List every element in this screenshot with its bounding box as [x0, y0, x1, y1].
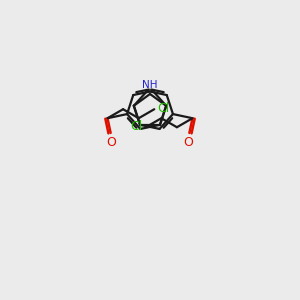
Text: O: O	[184, 136, 193, 149]
Text: Cl: Cl	[157, 102, 170, 115]
Text: Cl: Cl	[130, 120, 143, 133]
Text: O: O	[107, 136, 116, 149]
Text: NH: NH	[142, 80, 158, 90]
